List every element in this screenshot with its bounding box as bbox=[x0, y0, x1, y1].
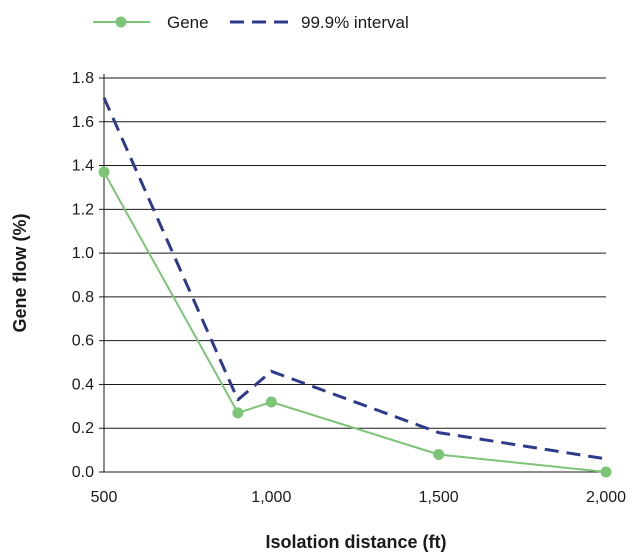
x-tick-label: 2,000 bbox=[586, 489, 626, 506]
legend-interval-label: 99.9% interval bbox=[301, 13, 409, 32]
gene-data-point bbox=[265, 396, 277, 408]
series-group bbox=[98, 97, 612, 478]
axes bbox=[103, 74, 606, 473]
y-tick-label: 0.8 bbox=[72, 289, 94, 306]
y-tick-label: 0.4 bbox=[72, 376, 94, 393]
x-axis-title: Isolation distance (ft) bbox=[265, 532, 446, 552]
y-tick-label: 1.0 bbox=[72, 245, 94, 262]
gene-data-point bbox=[232, 407, 244, 419]
gridlines bbox=[104, 77, 606, 429]
gene-data-point bbox=[433, 448, 445, 460]
interval-series-line bbox=[102, 97, 607, 461]
y-tick-label: 1.4 bbox=[72, 158, 94, 175]
x-axis-ticks: 500 1,000 1,500 2,000 bbox=[91, 489, 626, 506]
legend-gene-label: Gene bbox=[167, 13, 209, 32]
y-tick-label: 1.8 bbox=[72, 70, 94, 87]
x-tick-label: 1,500 bbox=[419, 489, 459, 506]
y-tick-label: 0.2 bbox=[72, 420, 94, 437]
gene-series-line bbox=[103, 171, 607, 473]
y-axis-ticks: 0.0 0.2 0.4 0.6 0.8 1.0 1.2 1.4 1.6 1.8 bbox=[72, 70, 104, 481]
legend-gene-swatch-marker bbox=[115, 16, 127, 28]
x-tick-label: 500 bbox=[91, 489, 118, 506]
y-tick-label: 0.0 bbox=[72, 464, 94, 481]
legend: Gene 99.9% interval bbox=[93, 13, 409, 32]
gene-data-point bbox=[98, 166, 110, 178]
y-axis-title: Gene flow (%) bbox=[10, 213, 30, 332]
y-tick-label: 1.2 bbox=[72, 201, 94, 218]
y-tick-label: 0.6 bbox=[72, 333, 94, 350]
gene-data-point bbox=[600, 466, 612, 478]
y-tick-label: 1.6 bbox=[72, 114, 94, 131]
x-tick-label: 1,000 bbox=[251, 489, 291, 506]
